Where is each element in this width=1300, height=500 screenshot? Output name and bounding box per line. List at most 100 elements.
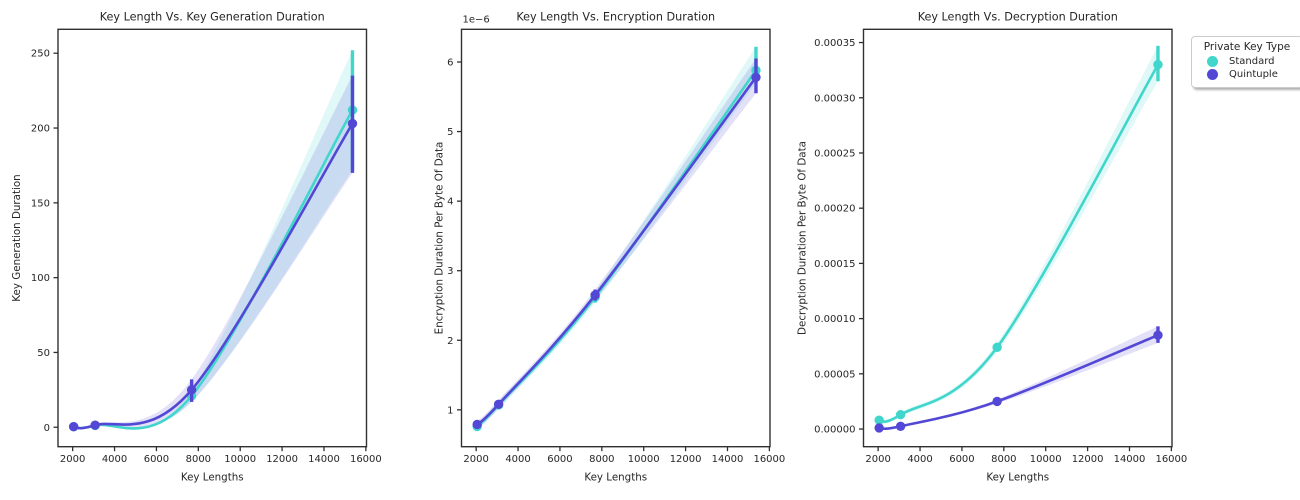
data-point-quintuple [68,421,79,432]
x-tick-label: 16000 [753,454,785,465]
axis-ticks: 2000 4000 6000 8000 10000 12000 14000 16000 0.00… [814,38,1187,465]
legend-title: Private Key Type [1203,41,1291,53]
y-axis-label: Key Generation Duration [11,174,23,301]
x-tick-label: 6000 [547,454,572,465]
legend-item-quintuple: Quintuple [1207,69,1297,80]
axes-spines [57,28,368,448]
ci-band-standard [477,46,756,431]
x-tick-label: 8000 [589,454,614,465]
data-point-quintuple [590,290,600,300]
x-tick-label: 2000 [60,454,85,465]
legend-label: Standard [1229,56,1275,67]
legend-items: Standard Quintuple [1197,56,1297,80]
plot-area [472,46,761,432]
x-tick-label: 8000 [991,454,1016,465]
x-axis-label: Key Lengths [181,472,244,484]
y-tick-label: 0.00030 [814,93,855,104]
x-tick-label: 2000 [865,454,890,465]
data-point-standard [895,409,906,420]
chart-title: Key Length Vs. Encryption Duration [516,10,715,23]
series-line-standard [877,63,1160,423]
data-point-standard [992,342,1002,353]
x-tick-label: 6000 [144,454,169,465]
y-tick-label: 0 [44,423,50,434]
y-tick-label: 100 [31,273,50,284]
y-tick-label: 0.00010 [814,314,855,325]
data-point-quintuple [347,118,358,129]
ci-band-quintuple [73,75,353,429]
x-tick-label: 16000 [350,454,382,465]
x-axis-label: Key Lengths [986,472,1049,484]
x-tick-label: 4000 [907,454,932,465]
legend-marker-icon [1207,69,1218,80]
ci-band-standard [879,45,1158,424]
legend-item-standard: Standard [1207,56,1297,67]
data-point-quintuple [472,419,482,430]
y-tick-label: 0.00015 [814,259,855,270]
data-point-quintuple [493,399,504,409]
y-tick-label: 200 [31,124,50,135]
data-point-quintuple [90,420,100,430]
chart-title: Key Length Vs. Key Generation Duration [100,10,325,23]
data-point-standard [1153,59,1163,70]
x-tick-label: 14000 [1114,454,1146,465]
data-point-standard [874,415,884,425]
x-tick-label: 14000 [712,454,744,465]
y-tick-label: 4 [447,197,453,208]
y-tick-label: 150 [31,198,50,209]
chart-title: Key Length Vs. Decryption Duration [918,10,1118,23]
data-point-quintuple [992,396,1002,407]
ci-band-quintuple [879,326,1158,430]
y-tick-label: 0.00000 [814,425,855,436]
y-tick-label: 3 [447,266,453,277]
plot-area [874,45,1163,433]
x-tick-label: 14000 [308,454,340,465]
chart-key-generation-duration: Key Length Vs. Key Generation Duration 20… [11,10,382,483]
chart-encryption-duration: Key Length Vs. Encryption Duration 1e−6 20… [434,10,786,483]
x-tick-label: 10000 [224,454,256,465]
axes-spines [862,28,1173,448]
y-tick-label: 2 [447,336,453,347]
legend-private-key-type: Private Key Type Standard Quintuple [1191,36,1300,88]
y-tick-label: 0.00020 [814,204,855,215]
axis-ticks: 2000 4000 6000 8000 10000 12000 14000 16000 1 2 3 4… [447,57,785,465]
x-tick-label: 12000 [1072,454,1104,465]
x-tick-label: 2000 [463,454,488,465]
data-point-quintuple [186,385,197,395]
data-point-quintuple [874,423,884,433]
y-axis-label: Decryption Duration Per Byte Of Data [797,141,809,335]
y-tick-label: 6 [447,57,453,68]
legend-label: Quintuple [1229,69,1278,80]
ci-band-standard [73,50,353,429]
data-point-quintuple [1153,330,1163,340]
data-point-quintuple [751,72,761,83]
y-tick-label: 0.00005 [814,369,855,380]
x-tick-label: 4000 [505,454,530,465]
x-tick-label: 4000 [102,454,127,465]
axes-spines [460,28,771,448]
plot-area [68,50,358,432]
axis-ticks: 2000 4000 6000 8000 10000 12000 14000 16000 0 50 1… [31,49,382,465]
y-tick-label: 5 [447,127,453,138]
y-axis-label: Encryption Duration Per Byte Of Data [434,142,446,335]
x-tick-label: 12000 [670,454,702,465]
y-tick-label: 0.00025 [814,148,855,159]
data-point-quintuple [895,421,906,431]
x-tick-label: 10000 [628,454,660,465]
series-line-quintuple [72,122,354,430]
x-axis-label: Key Lengths [584,472,647,484]
y-tick-label: 250 [31,49,50,60]
x-tick-label: 8000 [186,454,211,465]
chart-decryption-duration: Key Length Vs. Decryption Duration 2000 40… [797,10,1188,483]
y-tick-label: 1 [447,405,453,416]
series-line-quintuple [475,76,758,426]
series-line-quintuple [877,333,1160,430]
x-tick-label: 6000 [949,454,974,465]
y-tick-label: 50 [37,348,50,359]
axis-offset-label: 1e−6 [463,14,490,25]
y-tick-label: 0.00035 [814,38,855,49]
x-tick-label: 16000 [1155,454,1187,465]
legend-marker-icon [1207,56,1218,67]
